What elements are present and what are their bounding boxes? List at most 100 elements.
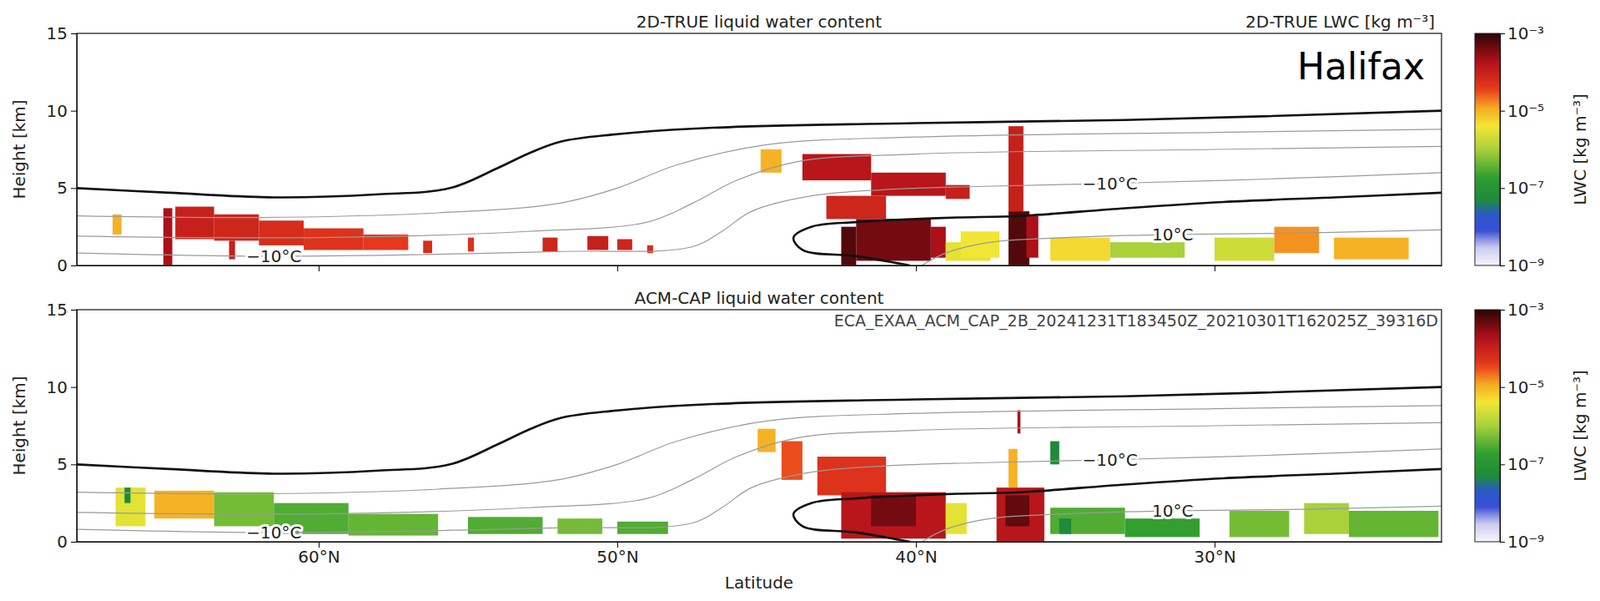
tick: 5 — [56, 453, 77, 474]
tick-label: 10⁻³ — [1507, 23, 1545, 44]
cell — [617, 238, 633, 250]
tick-label: 5 — [56, 453, 68, 474]
tick-label: 5 — [56, 177, 68, 198]
tick — [318, 265, 320, 272]
isotherm — [76, 422, 1442, 514]
cell — [175, 206, 215, 240]
cell — [1303, 503, 1349, 534]
tick-mark — [70, 110, 77, 112]
x-axis: 60°N50°N40°N30°N — [77, 541, 1443, 567]
cell — [930, 226, 946, 258]
tick-mark — [1499, 110, 1505, 112]
colorbar-axis: 10⁻³ 10⁻⁵ 10⁻⁷ 10⁻⁹ — [1499, 23, 1545, 276]
cell — [1059, 518, 1072, 534]
cell — [760, 149, 782, 173]
isotherm-label: 10°C — [1152, 224, 1193, 245]
tick-label: 10⁻⁷ — [1507, 177, 1545, 198]
cell — [587, 236, 609, 251]
isotherm — [76, 448, 1442, 533]
cell — [757, 428, 775, 453]
cell — [1110, 241, 1185, 258]
cell — [817, 456, 886, 495]
tick-label: 30°N — [1193, 546, 1236, 567]
tick: 40°N — [895, 541, 937, 567]
tick-label: 50°N — [596, 546, 639, 567]
cell — [467, 237, 474, 252]
tick-mark — [1499, 463, 1505, 465]
tick-label: 10⁻⁷ — [1507, 453, 1545, 474]
cell — [422, 240, 433, 253]
tick: 10⁻⁷ — [1499, 177, 1545, 198]
annotation: ECA_EXAA_ACM_CAP_2B_20241231T183450Z_202… — [834, 311, 1439, 331]
figure: 0 5 10 15 2D-TRUE liquid water content Height… — [0, 0, 1600, 601]
tick: 10 — [46, 100, 77, 121]
axis-line — [76, 34, 78, 267]
plot-area — [76, 110, 1442, 266]
tick: 0 — [56, 255, 77, 276]
tick: 10⁻⁹ — [1499, 531, 1545, 552]
plot-frame — [76, 309, 1442, 542]
cell — [855, 218, 931, 261]
annotation: Halifax — [1297, 45, 1425, 88]
y-axis-title: Height [km] — [9, 375, 30, 475]
isotherm — [76, 405, 1442, 494]
tick: 5 — [56, 177, 77, 198]
tick: 10⁻⁹ — [1499, 255, 1545, 276]
tick-label: 10⁻⁵ — [1507, 100, 1545, 121]
isotherm — [793, 468, 1442, 542]
panel-title: 2D-TRUE liquid water content — [636, 11, 882, 32]
cell — [840, 226, 856, 266]
tick-label: 10⁻⁹ — [1507, 531, 1545, 552]
tick: 10 — [46, 377, 77, 398]
x-axis-title: Latitude — [724, 572, 794, 593]
cell — [1050, 507, 1125, 534]
tick: 15 — [46, 23, 77, 44]
isotherm-label: 10°C — [1152, 500, 1193, 521]
tick-label: 0 — [56, 531, 68, 552]
colorbar-label: LWC [kg m⁻³] — [1569, 369, 1590, 482]
axis-line — [1499, 310, 1501, 543]
colorbar — [1474, 33, 1500, 266]
tick — [915, 265, 917, 272]
tick-mark — [70, 265, 77, 267]
cell — [1348, 510, 1439, 538]
tick — [1214, 265, 1216, 272]
cell — [1008, 211, 1030, 266]
tick — [617, 265, 619, 272]
plot-frame — [76, 33, 1442, 266]
cell — [802, 154, 871, 182]
tick-mark — [1499, 265, 1505, 267]
tick: 0 — [56, 531, 77, 552]
colorbar-axis: 10⁻³10⁻⁵10⁻⁷10⁻⁹ — [1499, 299, 1545, 552]
cell — [258, 220, 304, 246]
tick-label: 15 — [46, 299, 68, 320]
cell — [647, 245, 654, 253]
isotherm — [76, 387, 1442, 474]
tick-mark — [1214, 265, 1216, 272]
tick: 10⁻⁷ — [1499, 453, 1545, 474]
x-axis — [77, 265, 1443, 272]
tick-mark — [617, 265, 619, 272]
cell — [870, 172, 946, 197]
tick-mark — [70, 187, 77, 189]
tick: 30°N — [1193, 541, 1236, 567]
colorbar — [1474, 309, 1500, 542]
tick-label: 0 — [56, 255, 68, 276]
tick-mark — [70, 33, 77, 35]
colorbar-title: 2D-TRUE LWC [kg m⁻³] — [1245, 11, 1435, 32]
cell — [1005, 494, 1030, 526]
tick: 10⁻³ — [1499, 23, 1545, 44]
y-axis-title: Height [km] — [9, 99, 30, 199]
cell — [1333, 237, 1409, 260]
cell — [870, 494, 916, 526]
cell — [1017, 409, 1022, 433]
tick-mark — [915, 265, 917, 272]
tick-mark — [1499, 33, 1505, 35]
cell — [303, 228, 364, 251]
tick-label: 10 — [46, 100, 68, 121]
tick: 10⁻⁵ — [1499, 100, 1545, 121]
cell — [1214, 237, 1275, 262]
panel-title: ACM-CAP liquid water content — [634, 287, 885, 308]
cell — [124, 487, 131, 504]
cell — [1008, 125, 1024, 212]
